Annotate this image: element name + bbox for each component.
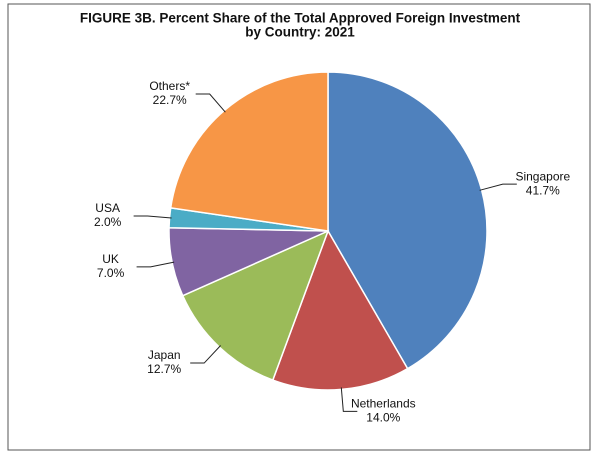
slice-label: UK [102, 252, 119, 266]
slice-value-label: 7.0% [97, 266, 125, 280]
slice-value-label: 22.7% [153, 93, 187, 107]
slice-label: Others* [149, 79, 190, 93]
slice-label: Japan [148, 348, 181, 362]
slice-label: USA [95, 201, 120, 215]
leader-line [190, 345, 221, 364]
slice-value-label: 41.7% [526, 183, 560, 197]
chart-title: by Country: 2021 [245, 25, 355, 40]
slice-label: Netherlands [351, 397, 416, 411]
leader-line [195, 93, 226, 113]
leader-line [340, 387, 358, 412]
slice-value-label: 2.0% [94, 215, 122, 229]
slice-value-label: 14.0% [366, 411, 400, 425]
leader-line [136, 261, 175, 268]
leader-line [133, 215, 172, 219]
chart-title: FIGURE 3B. Percent Share of the Total Ap… [80, 11, 521, 26]
leader-line [479, 183, 517, 191]
slice-value-label: 12.7% [147, 362, 181, 376]
slice-label: Singapore [515, 169, 570, 183]
